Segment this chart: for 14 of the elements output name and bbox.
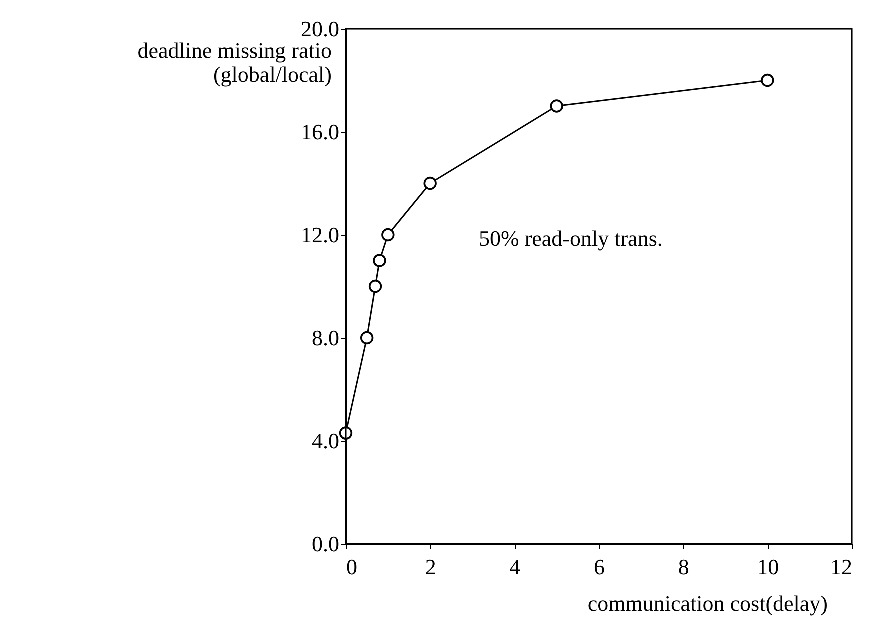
x-tick-label: 4 (510, 554, 521, 580)
y-tick-label: 4.0 (312, 428, 340, 454)
y-tick-label: 8.0 (312, 326, 340, 350)
x-tick-label: 0 (346, 554, 358, 580)
y-tick-label: 16.0 (301, 120, 340, 144)
annotation: 50% read-only trans. (479, 226, 663, 251)
x-tick-label: 2 (425, 554, 436, 580)
y-tick-label: 12.0 (301, 222, 340, 248)
y-tick-label: 0.0 (312, 532, 340, 556)
x-tick-label: 8 (678, 554, 690, 580)
x-tick-label: 12 (830, 554, 852, 580)
x-axis-title: communication cost(delay) (588, 591, 828, 616)
x-tick-label: 10 (757, 554, 780, 580)
x-tick-label: 6 (594, 554, 605, 580)
